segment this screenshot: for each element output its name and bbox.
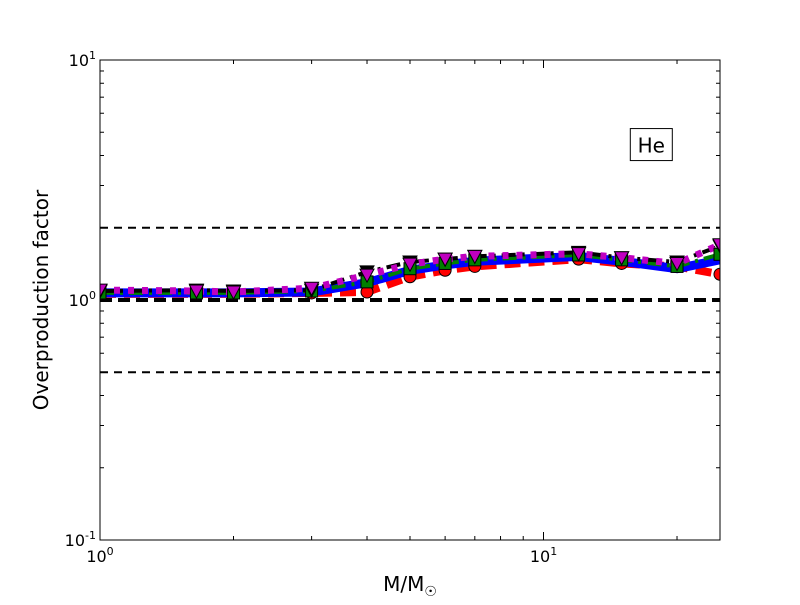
annotation-frame [629,128,673,162]
y-tick-label-0-exponent: -1 [85,529,96,542]
y-tick-label-2: 101 [69,49,96,70]
series-4-point-4 [359,268,375,284]
reference-lines [100,226,720,374]
series-4-point-10 [669,256,685,272]
y-tick-label-0-base: 10 [65,531,85,550]
annotation-label: He [638,134,665,158]
y-tick-label-0: 10-1 [65,529,96,550]
x-axis-label: M/M [383,572,424,596]
marker-layer [100,238,720,301]
series-2-point-11 [713,247,720,261]
y-axis-label: Overproduction factor [29,189,53,410]
y-tick-label-1-base: 10 [69,291,89,310]
x-tick-label-0: 100 [86,545,113,566]
series-4-point-2 [225,285,242,301]
series-4-point-6 [437,252,453,268]
y-tick-label-1-exponent: 0 [89,289,96,302]
series-0-point-11 [713,267,720,281]
series-4-point-1 [188,284,205,300]
series-4-point-3 [303,281,320,297]
x-tick-label-1: 101 [530,545,557,566]
x-tick-label-0-base: 10 [86,547,106,566]
x-axis-title: M/M☉ [383,572,437,600]
series-4-point-11 [712,238,720,253]
y-tick-label-2-exponent: 1 [89,49,96,62]
annotation-box: He [629,128,673,162]
y-tick-label-1: 100 [69,289,96,310]
series-4-point-9 [613,251,630,266]
series-4-point-7 [466,249,483,265]
series-4-point-0 [100,283,108,299]
series-4-point-5 [402,257,418,273]
x-tick-label-1-exponent: 1 [550,545,557,558]
x-tick-label-0-exponent: 0 [107,545,114,558]
series-4-point-8 [570,247,587,262]
x-tick-label-1-base: 10 [530,547,550,566]
x-axis-sun-symbol: ☉ [424,584,437,600]
y-tick-label-2-base: 10 [69,51,89,70]
